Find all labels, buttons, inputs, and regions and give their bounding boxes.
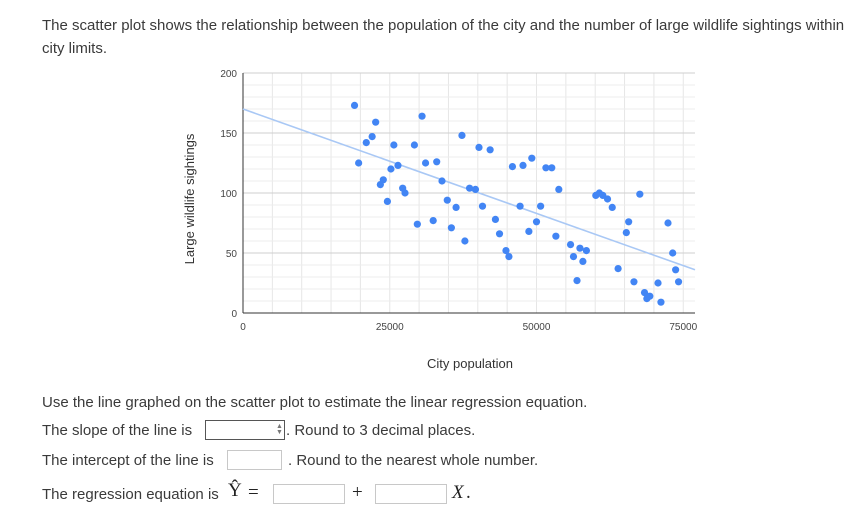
data-point xyxy=(394,161,402,169)
data-point xyxy=(387,165,395,173)
equation-label: The regression equation is xyxy=(42,486,219,503)
data-point xyxy=(355,159,363,167)
equation-slope-input[interactable] xyxy=(375,484,447,504)
data-point xyxy=(443,196,451,204)
data-point xyxy=(608,203,616,211)
x-axis-label: City population xyxy=(427,356,513,371)
data-point xyxy=(573,277,581,285)
data-point xyxy=(525,227,533,235)
data-point xyxy=(542,164,550,172)
data-point xyxy=(495,230,504,238)
x-variable: X xyxy=(452,482,464,503)
data-point xyxy=(390,141,398,149)
data-point xyxy=(379,176,387,184)
x-tick-label: 25000 xyxy=(376,322,404,333)
data-point xyxy=(433,158,441,166)
intercept-input[interactable] xyxy=(227,450,282,470)
data-point xyxy=(475,143,483,151)
data-point xyxy=(603,195,612,203)
equation-intercept-input[interactable] xyxy=(273,484,345,504)
slope-input[interactable]: ▲ ▼ xyxy=(205,420,285,440)
data-point xyxy=(630,278,638,286)
data-point xyxy=(636,190,644,198)
chart-grid xyxy=(242,72,695,314)
chart-ticks: 0 50 100 150 200 0 25000 50000 75000 xyxy=(220,69,697,333)
scatter-chart: 0 50 100 150 200 0 25000 50000 75000 City popula… xyxy=(182,69,698,371)
data-point xyxy=(625,218,633,226)
data-point xyxy=(669,249,677,257)
data-point xyxy=(429,217,437,225)
y-tick-label: 200 xyxy=(220,69,237,80)
x-tick-label: 75000 xyxy=(669,322,697,333)
data-point xyxy=(528,154,536,162)
y-axis-label: Large wildlife sightings xyxy=(182,133,197,264)
intercept-hint: . Round to the nearest whole number. xyxy=(288,452,539,469)
data-point xyxy=(350,101,359,109)
data-point xyxy=(566,241,575,249)
data-point xyxy=(532,218,541,226)
data-point xyxy=(657,298,665,306)
data-point xyxy=(421,159,430,167)
y-tick-label: 100 xyxy=(220,189,237,200)
intro-text: The scatter plot shows the relationship … xyxy=(42,17,845,57)
data-point xyxy=(582,247,591,255)
data-point xyxy=(516,202,524,210)
equals-sign: = xyxy=(248,482,259,503)
data-point xyxy=(537,202,545,210)
data-point xyxy=(491,215,500,223)
data-point xyxy=(413,220,421,228)
data-point xyxy=(461,237,469,245)
data-point xyxy=(368,133,376,141)
data-point xyxy=(410,141,419,149)
x-tick-label: 50000 xyxy=(523,322,551,333)
data-point xyxy=(640,289,649,297)
data-point xyxy=(548,164,556,172)
slope-hint: . Round to 3 decimal places. xyxy=(286,422,476,439)
data-point xyxy=(555,185,563,193)
period: . xyxy=(466,482,471,503)
y-tick-label: 0 xyxy=(231,309,237,320)
data-point xyxy=(452,203,460,211)
data-point xyxy=(505,253,513,261)
data-point xyxy=(478,202,487,210)
x-tick-label: 0 xyxy=(240,322,246,333)
data-point xyxy=(418,112,426,120)
data-point xyxy=(664,219,672,227)
data-point xyxy=(362,139,370,147)
plus-sign: + xyxy=(352,482,363,503)
intercept-label: The intercept of the line is xyxy=(42,452,214,469)
data-points xyxy=(350,101,683,306)
data-point xyxy=(372,118,380,126)
data-point xyxy=(672,266,680,274)
data-point xyxy=(519,161,527,169)
instruction-text: Use the line graphed on the scatter plot… xyxy=(42,394,588,411)
data-point xyxy=(383,197,392,205)
data-point xyxy=(447,224,455,232)
y-hat-symbol: Ŷ xyxy=(228,480,242,501)
y-tick-label: 50 xyxy=(226,249,238,260)
data-point xyxy=(502,247,510,255)
data-point xyxy=(646,292,654,300)
data-point xyxy=(654,279,662,287)
data-point xyxy=(569,253,578,261)
data-point xyxy=(622,229,630,237)
data-point xyxy=(438,177,446,185)
data-point xyxy=(465,184,474,192)
data-point xyxy=(458,131,466,139)
data-point xyxy=(552,232,560,240)
slope-label: The slope of the line is xyxy=(42,422,193,439)
spinner-icon[interactable]: ▲ ▼ xyxy=(276,423,283,436)
chart-axes xyxy=(242,73,695,314)
data-point xyxy=(401,189,409,197)
data-point xyxy=(471,185,480,193)
data-point xyxy=(508,163,517,171)
data-point xyxy=(486,146,494,154)
y-tick-label: 150 xyxy=(220,129,237,140)
data-point xyxy=(576,244,584,252)
data-point xyxy=(674,278,683,286)
data-point xyxy=(579,257,587,265)
data-point xyxy=(614,265,622,273)
